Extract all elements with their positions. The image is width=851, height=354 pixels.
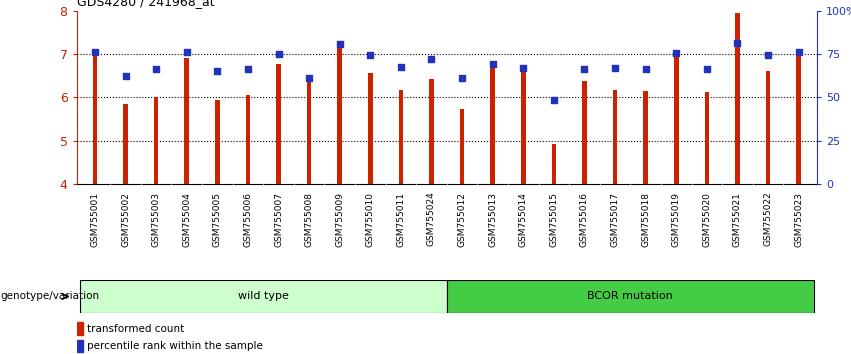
Point [731, 40, 745, 46]
Point [210, 69, 224, 74]
Point [89, 49, 102, 55]
Text: GSM755014: GSM755014 [519, 192, 528, 247]
Bar [674, 54, 678, 184]
Text: genotype/variation: genotype/variation [0, 291, 99, 302]
Bar [735, 13, 740, 184]
Text: GSM755005: GSM755005 [213, 192, 222, 247]
Text: GSM755015: GSM755015 [550, 192, 558, 247]
Text: GSM755003: GSM755003 [151, 192, 161, 247]
Text: GSM755024: GSM755024 [427, 192, 436, 246]
Point [149, 66, 163, 72]
Bar [705, 92, 709, 184]
Point [119, 73, 133, 79]
Point [670, 50, 683, 56]
Text: wild type: wild type [237, 291, 288, 302]
Bar [185, 58, 189, 184]
Point [639, 66, 653, 72]
Point [761, 52, 774, 58]
Bar [277, 63, 281, 184]
Bar [93, 52, 97, 184]
Point [455, 75, 469, 81]
Text: GSM755007: GSM755007 [274, 192, 283, 247]
Text: GSM755012: GSM755012 [458, 192, 466, 247]
Text: GSM755009: GSM755009 [335, 192, 344, 247]
Bar [582, 81, 586, 184]
Text: transformed count: transformed count [87, 324, 184, 333]
Point [486, 61, 500, 66]
Point [578, 66, 591, 72]
Bar [613, 90, 617, 184]
Bar [551, 144, 557, 184]
Bar [460, 109, 465, 184]
Bar [246, 95, 250, 184]
Bar [797, 52, 801, 184]
Point [608, 65, 622, 71]
Text: GSM755022: GSM755022 [763, 192, 773, 246]
Text: GSM755004: GSM755004 [182, 192, 191, 247]
Bar [490, 65, 495, 184]
Point [791, 49, 805, 55]
Bar [337, 41, 342, 184]
Point [700, 66, 714, 72]
Text: GSM755001: GSM755001 [90, 192, 100, 247]
Point [547, 97, 561, 102]
Bar [77, 322, 83, 335]
Bar [429, 79, 434, 184]
Point [241, 66, 254, 72]
Text: GSM755010: GSM755010 [366, 192, 374, 247]
Bar [368, 74, 373, 184]
Point [517, 65, 530, 71]
Text: GSM755011: GSM755011 [397, 192, 405, 247]
Point [333, 42, 346, 47]
Text: GSM755021: GSM755021 [733, 192, 742, 247]
Text: GSM755013: GSM755013 [488, 192, 497, 247]
Text: GDS4280 / 241968_at: GDS4280 / 241968_at [77, 0, 214, 8]
Text: percentile rank within the sample: percentile rank within the sample [87, 341, 263, 351]
FancyBboxPatch shape [80, 280, 447, 313]
Text: GSM755018: GSM755018 [641, 192, 650, 247]
Bar [123, 104, 128, 184]
Point [180, 49, 193, 55]
FancyBboxPatch shape [447, 280, 814, 313]
Text: GSM755020: GSM755020 [702, 192, 711, 247]
Point [302, 75, 316, 81]
Text: GSM755016: GSM755016 [580, 192, 589, 247]
Bar [307, 78, 311, 184]
Text: GSM755017: GSM755017 [610, 192, 620, 247]
Bar [215, 99, 220, 184]
Bar [154, 97, 158, 184]
Text: BCOR mutation: BCOR mutation [587, 291, 673, 302]
Bar [521, 69, 526, 184]
Bar [398, 90, 403, 184]
Text: GSM755008: GSM755008 [305, 192, 314, 247]
Point [425, 56, 438, 62]
Text: GSM755002: GSM755002 [121, 192, 130, 247]
Text: GSM755006: GSM755006 [243, 192, 253, 247]
Text: GSM755023: GSM755023 [794, 192, 803, 247]
Point [271, 51, 285, 57]
Text: GSM755019: GSM755019 [671, 192, 681, 247]
Bar [77, 340, 83, 352]
Point [363, 52, 377, 58]
Bar [643, 91, 648, 184]
Point [394, 64, 408, 70]
Bar [766, 72, 770, 184]
